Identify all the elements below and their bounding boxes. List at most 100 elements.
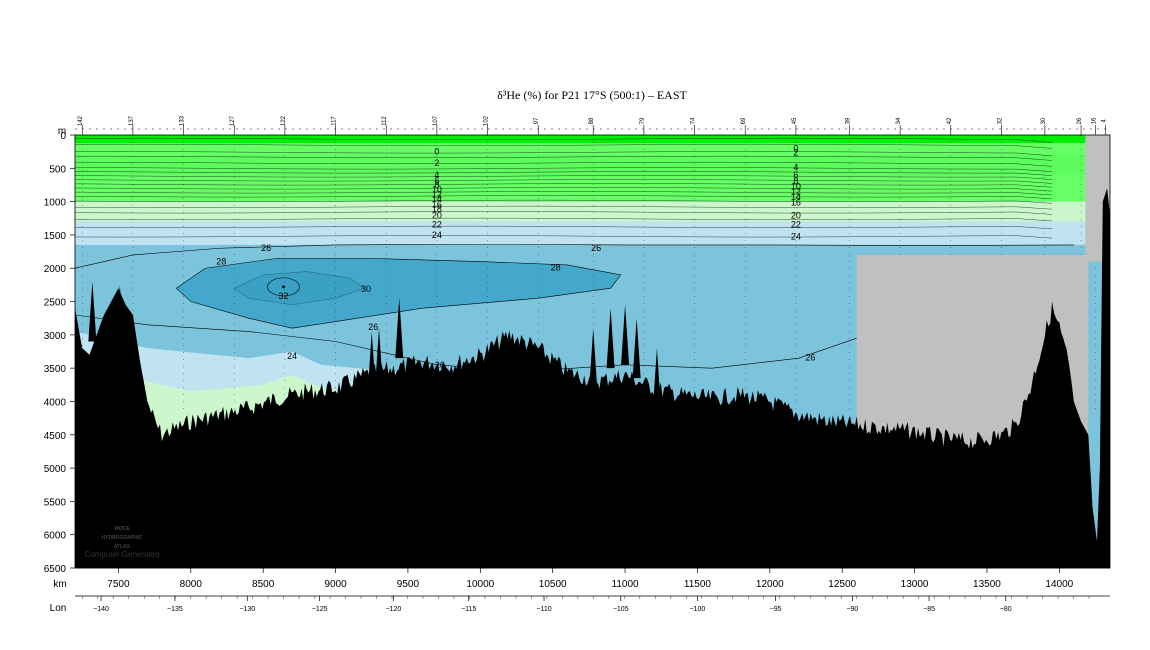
station-label: 107: [433, 115, 439, 126]
watermark-hydrographic: HYDROGRAPHIC: [101, 535, 143, 541]
contour-label: 10: [791, 181, 801, 191]
station-label: 133: [180, 115, 186, 126]
station-label: 102: [484, 115, 490, 126]
depth-tick-label: 5000: [44, 464, 67, 475]
contour-line: [75, 151, 1053, 157]
seamount-spike: [1049, 308, 1058, 369]
km-tick-label: 10500: [539, 579, 567, 590]
depth-tick-label: 3500: [44, 364, 67, 375]
lon-tick-label: −80: [1000, 606, 1012, 613]
contour-line: [75, 171, 1053, 176]
seamount-spike: [652, 348, 661, 409]
contour-label: 22: [791, 219, 801, 229]
contour-label: 8: [793, 176, 798, 186]
contour-label: 6: [434, 175, 439, 185]
contour-label: 0: [434, 147, 439, 157]
station-label: 127: [230, 115, 236, 126]
lens-32: [267, 277, 300, 297]
depth-axis: m 0 500 1000 1500 2000 2500 3000 3500 4000 4500 50…: [44, 126, 75, 575]
station-label: 45: [792, 117, 798, 124]
contour-line: [75, 187, 1053, 192]
station-label: 112: [382, 116, 388, 126]
depth-tick-label: 6000: [44, 531, 67, 542]
lon-tick-label: −100: [690, 606, 706, 613]
station-label: 122: [281, 115, 287, 126]
contour-label: 26: [805, 352, 815, 362]
lon-tick-label: −90: [846, 606, 858, 613]
depth-tick-label: 6500: [44, 564, 67, 575]
contour-label: 12: [432, 189, 442, 199]
contour-label: 12: [791, 187, 801, 197]
contour-line: [75, 137, 1053, 143]
station-label: 34: [896, 117, 902, 124]
station-label: 97: [534, 117, 540, 124]
km-tick-label: 7500: [107, 579, 130, 590]
depth-tick-label: 4000: [44, 397, 67, 408]
station-label: 4: [1102, 119, 1108, 123]
depth-tick-label: 5500: [44, 497, 67, 508]
contour-label: 16: [791, 197, 801, 207]
station-label: 117: [332, 116, 338, 126]
km-tick-label: 12000: [756, 579, 784, 590]
contour-label: 2: [434, 158, 439, 168]
contour-label: 0: [793, 143, 798, 153]
lon-tick-label: −140: [93, 606, 109, 613]
lon-unit: Lon: [50, 603, 67, 614]
contour-label: 28: [216, 257, 226, 267]
contour-line: [75, 191, 1053, 196]
contour-line: [75, 183, 1053, 188]
contour-label: 4: [434, 170, 439, 180]
contour-label: 18: [432, 204, 442, 214]
seamount-spike: [606, 308, 615, 369]
contour-label: 6: [793, 170, 798, 180]
contour-label: 26: [261, 243, 271, 253]
station-label: 88: [589, 117, 595, 124]
lon-tick-label: −105: [613, 606, 629, 613]
band-0–10: [75, 135, 1110, 143]
contour-label: 4: [793, 163, 798, 173]
seamount-spike: [589, 328, 598, 389]
contour-label: 26: [368, 322, 378, 332]
km-tick-label: 13500: [973, 579, 1001, 590]
contour-label: 26: [435, 360, 445, 370]
contour-label: 24: [432, 230, 442, 240]
station-label: 30: [1041, 117, 1047, 124]
contour-label: 20: [432, 211, 442, 221]
km-unit: km: [53, 579, 66, 590]
contour-line: [75, 179, 1053, 184]
contour-label: 8: [434, 180, 439, 190]
contour-label: 14: [432, 194, 442, 204]
watermark-computer-generated: Computer Generated: [84, 550, 159, 559]
station-label: 42: [947, 117, 953, 124]
depth-unit: m: [58, 126, 66, 137]
km-tick-label: 9000: [324, 579, 347, 590]
km-tick-label: 13000: [901, 579, 929, 590]
contour-label: 10: [432, 185, 442, 195]
contour-label: 32: [278, 291, 288, 301]
lon-axis: Lon −140 −135 −130 −125 −120 −115 −110 −105 −100…: [50, 595, 1110, 614]
km-tick-label: 8500: [252, 579, 275, 590]
contour-label: 30: [361, 284, 371, 294]
contour-line: [75, 161, 1053, 167]
contour-line: [75, 175, 1053, 180]
lens-core: [282, 285, 285, 289]
km-tick-label: 11500: [684, 579, 712, 590]
seamount-spike: [88, 281, 97, 342]
lon-tick-label: −95: [770, 606, 782, 613]
contour-label: 14: [791, 192, 801, 202]
seamount-spike: [621, 304, 630, 365]
lon-tick-label: −110: [536, 606, 551, 613]
lens-28: [175, 257, 622, 329]
km-axis: km 7500 8000 8500 9000 9500 10000 10500 11000 11…: [53, 567, 1110, 590]
km-tick-label: 11000: [612, 579, 640, 590]
lon-tick-label: −115: [461, 606, 476, 613]
station-label: 26: [1077, 117, 1083, 124]
lon-tick-label: −85: [923, 606, 935, 613]
contour-line: [75, 205, 1053, 210]
km-tick-label: 9500: [397, 579, 420, 590]
contour-line: [75, 195, 1053, 200]
contour-label: 24: [287, 351, 297, 361]
watermark-woce: WOCE: [114, 526, 130, 532]
contour-label: 28: [551, 263, 561, 273]
contour-line: [75, 225, 1053, 230]
